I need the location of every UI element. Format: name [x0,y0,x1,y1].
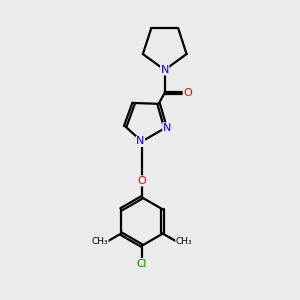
Text: N: N [163,123,171,133]
Text: O: O [183,88,192,98]
Text: CH₃: CH₃ [92,237,108,246]
Text: N: N [136,136,145,146]
Text: O: O [137,176,146,186]
Text: Cl: Cl [137,259,147,269]
Text: N: N [160,65,169,75]
Text: CH₃: CH₃ [176,237,192,246]
